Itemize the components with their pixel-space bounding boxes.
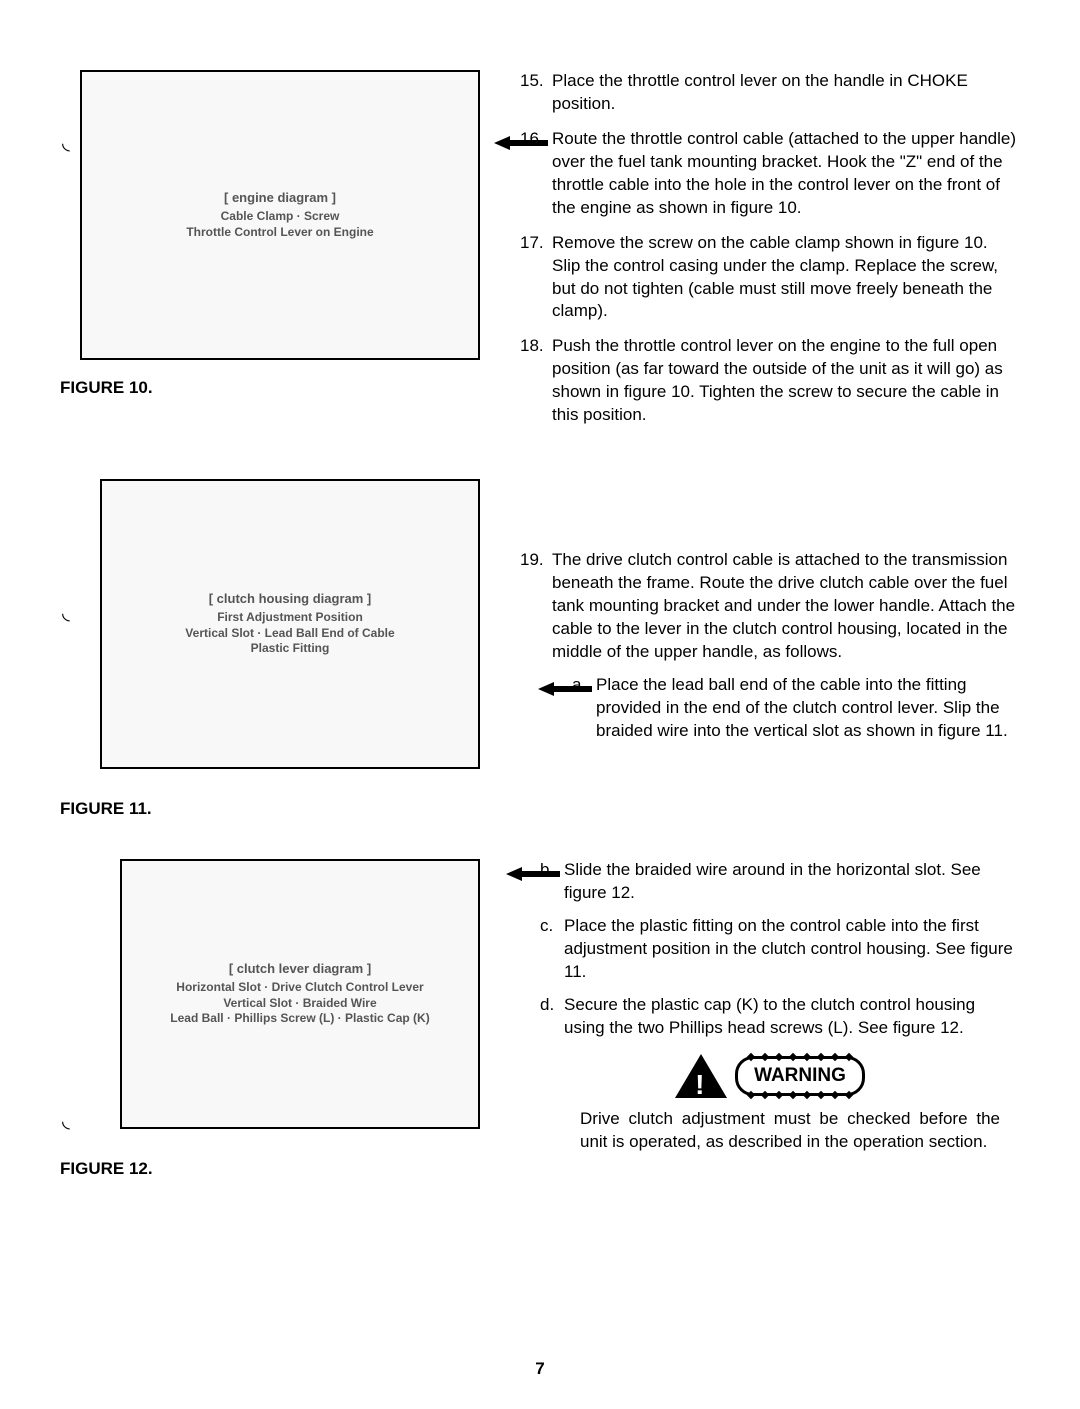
- figure-12-block: [ clutch lever diagram ] Horizontal Slot…: [60, 859, 500, 1179]
- step-text: Push the throttle control lever on the e…: [552, 335, 1020, 427]
- page-number: 7: [535, 1359, 544, 1379]
- substep-text: Slide the braided wire around in the hor…: [564, 859, 1020, 905]
- warning-text: Drive clutch adjustment must be checked …: [580, 1108, 1000, 1154]
- step-19: 19. The drive clutch control cable is at…: [520, 549, 1020, 753]
- step-15: 15. Place the throttle control lever on …: [520, 70, 1020, 116]
- step-num: 15.: [520, 70, 552, 116]
- figure-10-image: [ engine diagram ] Cable Clamp · Screw T…: [80, 70, 480, 360]
- fig10-label-screw: Screw: [304, 209, 339, 223]
- step-19b: b. Slide the braided wire around in the …: [540, 859, 1020, 905]
- step-16: 16. Route the throttle control cable (at…: [520, 128, 1020, 220]
- figure-11-block: [ clutch housing diagram ] First Adjustm…: [60, 479, 500, 819]
- step-19c: c. Place the plastic fitting on the cont…: [540, 915, 1020, 984]
- fig12-label-dclever: Drive Clutch Control Lever: [272, 980, 424, 994]
- fig12-label-bwire: Braided Wire: [303, 996, 377, 1010]
- tick-mark: ◟: [62, 1108, 70, 1133]
- substep-num: d.: [540, 994, 564, 1040]
- step-text: Remove the screw on the cable clamp show…: [552, 232, 1020, 324]
- row-fig11: [ clutch housing diagram ] First Adjustm…: [60, 479, 1020, 819]
- fig11-label-plastic: Plastic Fitting: [251, 641, 330, 655]
- fig12-label-hslot: Horizontal Slot: [176, 980, 261, 994]
- step-17: 17. Remove the screw on the cable clamp …: [520, 232, 1020, 324]
- fig10-label-cable-clamp: Cable Clamp: [221, 209, 294, 223]
- fig12-label-pscrew: Phillips Screw (L): [234, 1011, 334, 1025]
- warning-triangle-icon: [675, 1054, 727, 1098]
- tick-mark: ◟: [62, 600, 70, 625]
- step-num: 18.: [520, 335, 552, 427]
- fig11-label-first-adj: First Adjustment Position: [217, 610, 363, 624]
- warning-label: WARNING: [735, 1056, 865, 1096]
- step-text: Place the throttle control lever on the …: [552, 70, 1020, 116]
- fig12-label-pcap: Plastic Cap (K): [345, 1011, 430, 1025]
- substep-text: Secure the plastic cap (K) to the clutch…: [564, 994, 1020, 1040]
- step-19d: d. Secure the plastic cap (K) to the clu…: [540, 994, 1020, 1040]
- fig12-label-lball: Lead Ball: [170, 1011, 223, 1025]
- warning-label-text: WARNING: [754, 1065, 846, 1086]
- fig12-label-vslot: Vertical Slot: [223, 996, 292, 1010]
- figure-10-caption: FIGURE 10.: [60, 378, 500, 398]
- figure-12-caption: FIGURE 12.: [60, 1159, 500, 1179]
- step-num: 19.: [520, 549, 552, 753]
- step-text: Route the throttle control cable (attach…: [552, 128, 1020, 220]
- fig10-label-throttle-lever: Throttle Control Lever on Engine: [186, 225, 373, 239]
- text-col-2: 19. The drive clutch control cable is at…: [500, 479, 1020, 765]
- row-fig10: [ engine diagram ] Cable Clamp · Screw T…: [60, 70, 1020, 439]
- text-col-1: 15. Place the throttle control lever on …: [500, 70, 1020, 439]
- step-19a: a. Place the lead ball end of the cable …: [572, 674, 1020, 743]
- text-col-3: b. Slide the braided wire around in the …: [500, 859, 1020, 1153]
- fig11-label-leadball: Lead Ball End of Cable: [265, 626, 395, 640]
- tick-mark: ◟: [62, 130, 70, 155]
- substep-num: a.: [572, 674, 596, 743]
- row-fig12: [ clutch lever diagram ] Horizontal Slot…: [60, 859, 1020, 1179]
- figure-10-block: [ engine diagram ] Cable Clamp · Screw T…: [60, 70, 500, 398]
- substep-num: b.: [540, 859, 564, 905]
- step-num: 17.: [520, 232, 552, 324]
- substep-num: c.: [540, 915, 564, 984]
- fig11-label-vslot: Vertical Slot: [185, 626, 254, 640]
- substep-text: Place the lead ball end of the cable int…: [596, 674, 1020, 743]
- step-18: 18. Push the throttle control lever on t…: [520, 335, 1020, 427]
- figure-11-image: [ clutch housing diagram ] First Adjustm…: [100, 479, 480, 769]
- warning-graphic: WARNING: [520, 1054, 1020, 1098]
- figure-12-image: [ clutch lever diagram ] Horizontal Slot…: [120, 859, 480, 1129]
- figure-11-caption: FIGURE 11.: [60, 799, 500, 819]
- substep-text: Place the plastic fitting on the control…: [564, 915, 1020, 984]
- step-text: The drive clutch control cable is attach…: [552, 550, 1015, 661]
